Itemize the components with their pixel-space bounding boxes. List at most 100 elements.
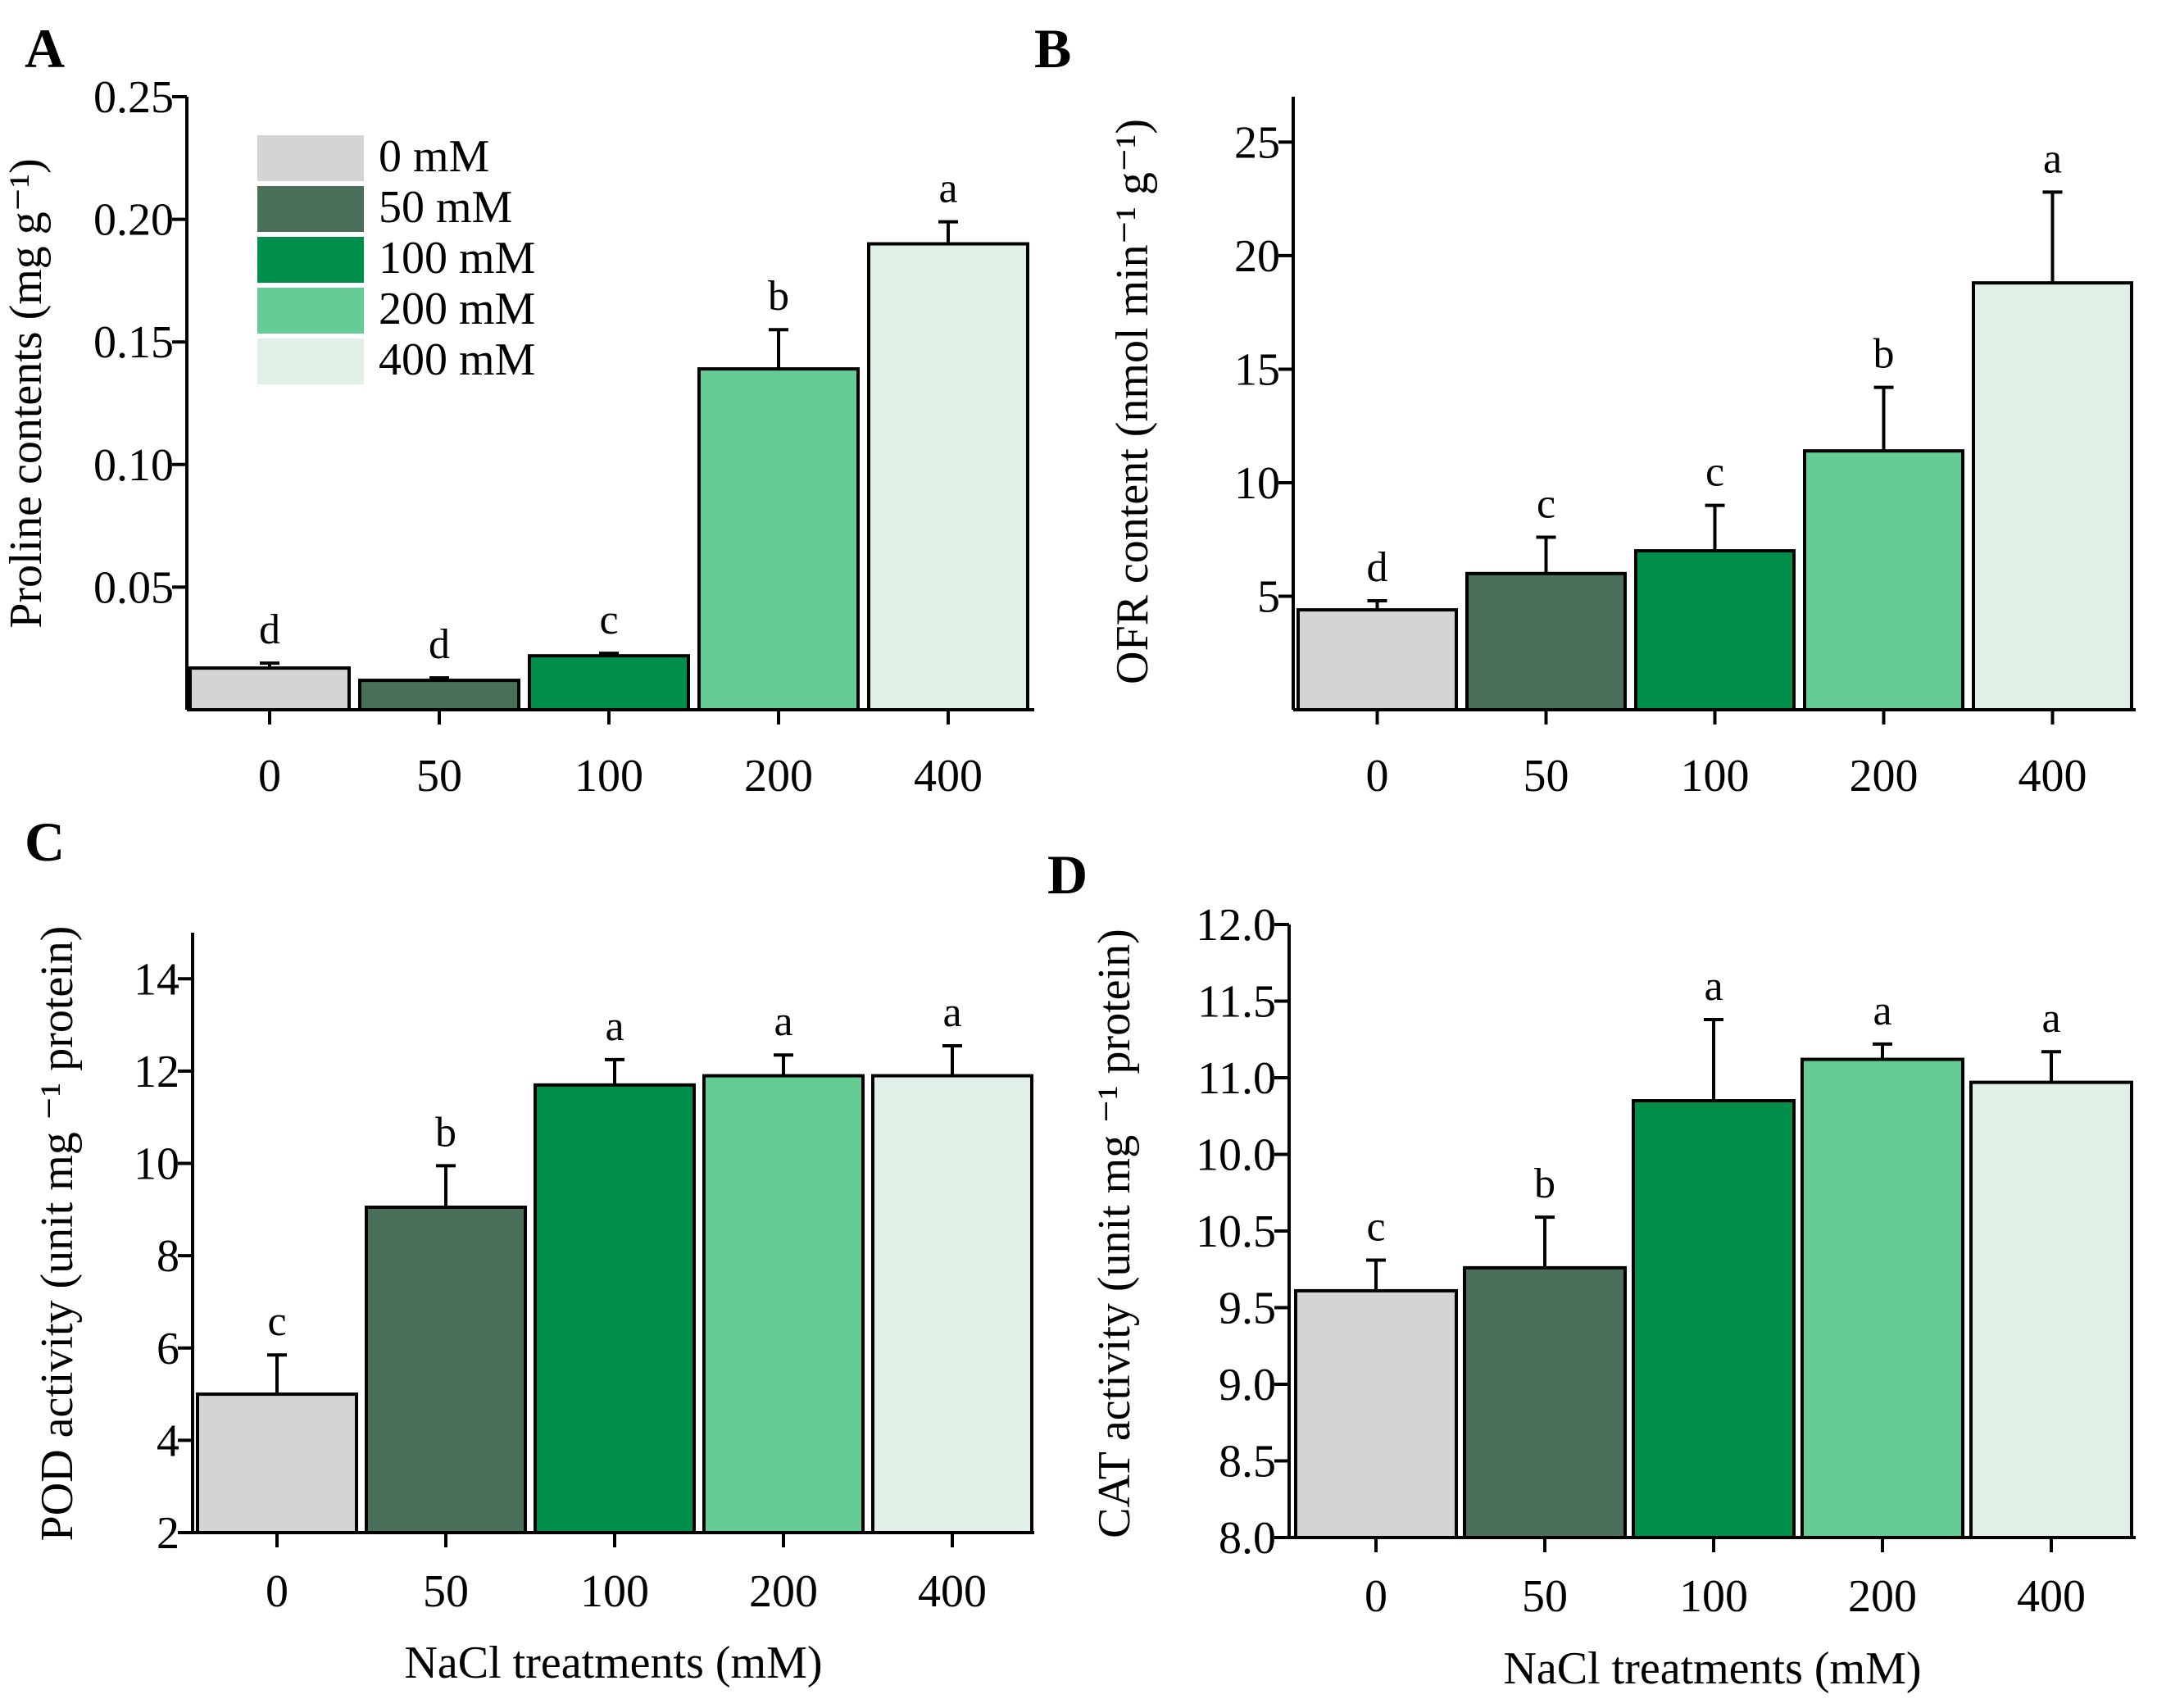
bar-0 [1294,1288,1458,1540]
x-tick-label: 400 [918,1566,987,1617]
legend-label: 50 mM [379,182,512,233]
significance-label: a [605,1003,624,1050]
significance-label: b [1873,331,1895,378]
bar-0 [188,666,351,711]
significance-label: c [1705,449,1724,496]
x-tick-label: 400 [914,751,983,802]
significance-label: d [429,621,450,668]
y-tick-label: 15 [1234,344,1280,395]
bar-100 [1632,1099,1796,1540]
y-tick-label: 11.0 [1197,1053,1276,1104]
y-tick-label: 0.05 [93,562,174,613]
x-tick-label: 50 [416,751,462,802]
significance-label: b [1534,1161,1555,1207]
x-tick-label: 0 [1366,751,1389,802]
x-tick-label: 0 [258,751,281,802]
y-tick-label: 12 [134,1047,179,1097]
y-axis-label: Proline contents (mg g⁻¹) [1,158,52,629]
bar-0 [196,1392,358,1534]
bar-400 [871,1074,1033,1534]
panel-b: Bd 0 c 50 c 100 b 200 a 400 5 10 15 20 25 OFR content (… [1034,17,2136,802]
y-tick-label: 6 [157,1324,179,1374]
legend-swatch [257,237,364,283]
significance-label: c [599,597,618,643]
y-tick-label: 8.0 [1219,1513,1276,1564]
x-tick-label: 200 [1848,1571,1917,1622]
x-tick-label: 50 [1524,751,1569,802]
significance-label: c [1366,1204,1385,1251]
bar-100 [1634,549,1796,712]
y-tick-label: 10 [134,1139,179,1190]
bar-100 [534,1083,696,1535]
y-tick-label: 10.5 [1196,1206,1276,1257]
bar-200 [702,1074,865,1534]
significance-label: a [1873,988,1891,1034]
y-tick-label: 0.25 [93,72,174,123]
legend-label: 200 mM [379,284,535,334]
y-tick-label: 0.20 [93,195,174,246]
x-axis-label: NaCl treatments (mM) [404,1638,822,1688]
x-tick-label: 200 [749,1566,818,1617]
x-tick-label: 200 [744,751,813,802]
significance-label: a [2043,135,2062,182]
bar-200 [1803,449,1964,712]
panel-d: Dc 0 b 50 a 100 a 200 a 400 8.0 8.5 9.0 9.5 10.5 10.0 11… [1047,843,2136,1694]
y-tick-label: 4 [157,1415,179,1466]
y-tick-label: 11.5 [1197,977,1276,1028]
y-tick-label: 9.0 [1219,1360,1276,1410]
significance-label: a [1704,963,1723,1010]
panel-letter: B [1034,17,1071,79]
significance-label: c [1537,480,1555,527]
bar-100 [528,654,690,712]
y-tick-label: 5 [1257,571,1280,622]
x-tick-label: 0 [266,1566,288,1617]
y-tick-label: 2 [157,1508,179,1559]
panel-a: Ad 0 d 50 c 100 b 200 a 400 0.05 0.10 0.15 0.20 0.25 Pr… [1,17,1034,802]
y-tick-label: 14 [134,954,179,1005]
x-tick-label: 400 [2017,1571,2086,1622]
legend-label: 0 mM [379,131,489,182]
x-tick-label: 0 [1365,1571,1387,1622]
significance-label: d [1367,544,1388,591]
bar-50 [1465,571,1627,711]
legend-label: 400 mM [379,334,535,385]
y-tick-label: 0.10 [93,440,174,491]
y-tick-label: 12.0 [1196,900,1276,951]
significance-label: a [942,989,961,1036]
panel-c: Cc 0 b 50 a 100 a 200 a 400 2 4 6 8 10 12 14 POD activity… [25,811,1034,1688]
x-tick-label: 50 [423,1566,469,1617]
panel-letter: A [25,17,65,79]
legend-label: 100 mM [379,233,535,284]
bar-50 [358,679,520,712]
y-tick-label: 25 [1234,117,1280,168]
y-tick-label: 20 [1234,231,1280,282]
x-tick-label: 100 [574,751,643,802]
significance-label: a [938,166,957,212]
significance-label: a [774,998,792,1045]
bar-400 [1972,281,2133,712]
x-tick-label: 100 [1681,751,1750,802]
bar-200 [1801,1057,1964,1540]
x-axis-label: NaCl treatments (mM) [1503,1643,1921,1694]
significance-label: b [435,1109,456,1156]
significance-label: b [768,273,789,320]
y-axis-label: OFR content (nmol min⁻¹ g⁻¹) [1107,119,1158,684]
panel-letter: D [1047,843,1088,906]
bar-400 [1969,1080,2133,1539]
legend-swatch [257,135,364,181]
legend-swatch [257,288,364,334]
x-tick-label: 200 [1850,751,1919,802]
x-tick-label: 50 [1522,1571,1568,1622]
y-tick-label: 8.5 [1219,1437,1276,1488]
bar-400 [867,242,1029,711]
bar-50 [365,1206,527,1534]
y-tick-label: 8 [157,1231,179,1282]
y-axis-label: POD activity (unit mg ⁻¹ protein) [32,926,83,1542]
y-tick-label: 9.5 [1219,1283,1276,1334]
bar-200 [697,367,860,711]
y-tick-label: 0.15 [93,317,174,368]
x-tick-label: 400 [2018,751,2087,802]
significance-label: c [267,1298,286,1345]
